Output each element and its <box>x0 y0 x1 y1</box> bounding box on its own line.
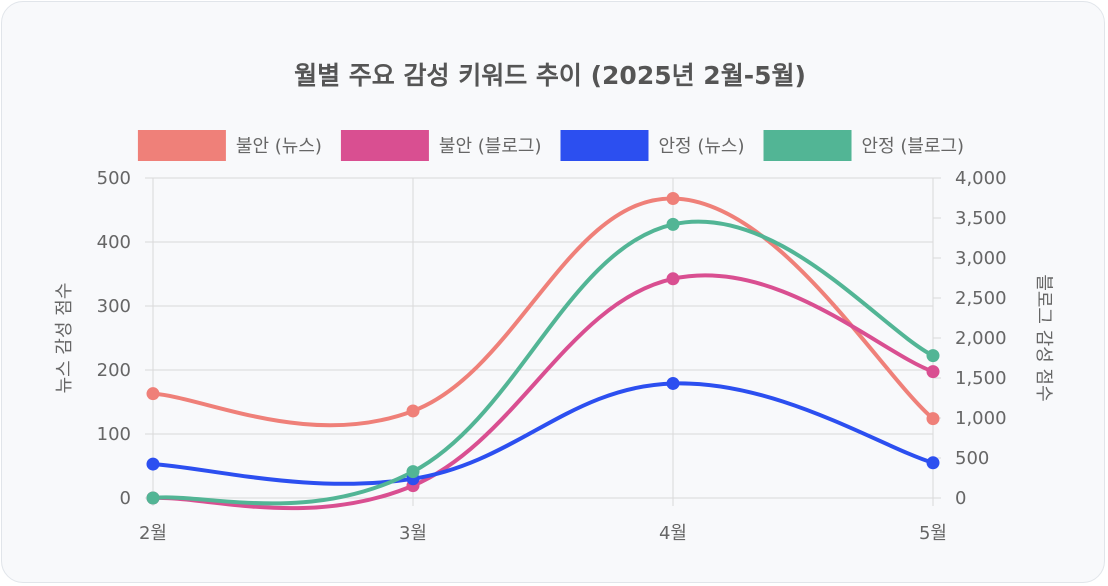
left-tick-label: 100 <box>97 424 131 445</box>
legend-swatch <box>763 130 852 161</box>
data-point-s3-2[interactable] <box>666 217 680 231</box>
left-tick-label: 200 <box>97 360 131 381</box>
legend-label: 안정 (뉴스) <box>659 136 745 157</box>
series-line-1 <box>151 273 935 511</box>
left-tick-label: 300 <box>97 296 131 317</box>
legend-item-1[interactable]: 불안 (블로그) <box>340 130 542 161</box>
x-tick-label: 2월 <box>139 523 167 544</box>
right-tick-label: 3,500 <box>955 208 1007 229</box>
data-point-s3-3[interactable] <box>926 349 940 363</box>
right-tick-label: 2,500 <box>955 288 1007 309</box>
data-point-s2-0[interactable] <box>146 457 160 471</box>
right-tick-label: 4,000 <box>955 168 1007 189</box>
legend[interactable]: 불안 (뉴스) 불안 (블로그) 안정 (뉴스) 안정 (블로그) <box>137 130 965 161</box>
left-tick-label: 500 <box>97 168 131 189</box>
legend-item-0[interactable]: 불안 (뉴스) <box>137 130 322 161</box>
series-line-2 <box>151 381 935 486</box>
series-line-3 <box>151 219 935 506</box>
left-axis-ticks: 0 100 200 300 400 500 <box>97 168 131 509</box>
data-point-s3-0[interactable] <box>146 491 160 505</box>
data-point-s1-2[interactable] <box>666 272 680 286</box>
legend-label: 불안 (블로그) <box>439 136 542 157</box>
right-tick-label: 2,000 <box>955 328 1007 349</box>
series-line-0 <box>151 196 935 428</box>
right-axis-title: 블로그 감성 점수 <box>1033 274 1054 401</box>
x-axis-ticks: 2월 3월 4월 5월 <box>139 523 947 544</box>
legend-item-2[interactable]: 안정 (뉴스) <box>560 130 745 161</box>
series-points <box>146 191 940 505</box>
x-tick-label: 3월 <box>399 523 427 544</box>
data-point-s0-2[interactable] <box>666 191 680 205</box>
legend-swatch <box>137 130 226 161</box>
right-tick-label: 500 <box>955 448 989 469</box>
left-axis-title: 뉴스 감성 점수 <box>54 283 75 394</box>
right-tick-label: 0 <box>955 488 966 509</box>
legend-swatch <box>560 130 649 161</box>
legend-label: 불안 (뉴스) <box>236 136 322 157</box>
series-lines <box>151 196 935 511</box>
data-point-s0-1[interactable] <box>406 404 420 418</box>
data-point-s0-3[interactable] <box>926 412 940 426</box>
right-tick-label: 3,000 <box>955 248 1007 269</box>
data-point-s2-2[interactable] <box>666 376 680 390</box>
right-axis-ticks: 0 500 1,000 1,500 2,000 2,500 3,000 3,500 4,000 <box>933 168 1007 509</box>
data-point-s0-0[interactable] <box>146 387 160 401</box>
data-point-s3-1[interactable] <box>406 465 420 479</box>
legend-item-3[interactable]: 안정 (블로그) <box>763 130 965 161</box>
legend-label: 안정 (블로그) <box>862 136 965 157</box>
chart-title: 월별 주요 감성 키워드 추이 (2025년 2월-5월) <box>294 61 806 90</box>
grid-lines <box>145 177 934 506</box>
left-tick-label: 400 <box>97 232 131 253</box>
x-tick-label: 4월 <box>659 523 687 544</box>
legend-swatch <box>340 130 429 161</box>
right-tick-label: 1,000 <box>955 408 1007 429</box>
left-tick-label: 0 <box>120 488 131 509</box>
x-tick-label: 5월 <box>919 523 947 544</box>
data-point-s2-3[interactable] <box>926 456 940 470</box>
right-tick-label: 1,500 <box>955 368 1007 389</box>
data-point-s1-3[interactable] <box>926 365 940 379</box>
